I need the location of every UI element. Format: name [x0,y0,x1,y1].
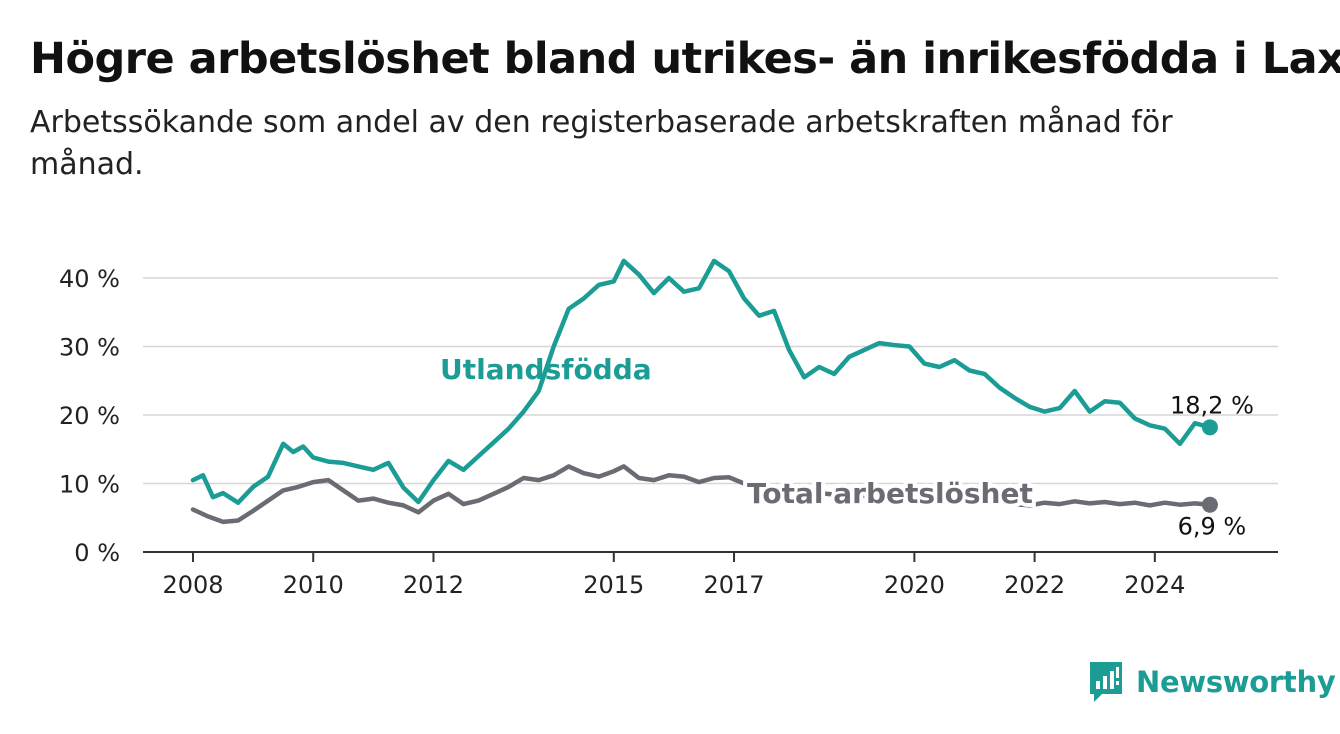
end-point-marker [1201,419,1218,436]
series-line-total [190,464,1213,525]
y-tick-label: 0 % [74,539,120,567]
chart-subtitle: Arbetssökande som andel av den registerb… [30,105,1173,182]
grid-lines [143,277,1278,485]
x-tick-label: 2020 [884,571,945,599]
x-tick-label: 2017 [703,571,764,599]
newsworthy-logo: Newsworthy [1088,660,1336,704]
series-lines [190,258,1218,525]
series-labels: 18,2 % 6,9 % Utlandsfödda Total arbetslöshe… [440,353,1254,541]
x-tick-label: 2008 [162,571,223,599]
series-line-utlandsfodda [190,258,1213,505]
y-tick-label: 20 % [59,402,120,430]
newsworthy-logo-icon [1090,662,1122,702]
x-tick-label: 2024 [1124,571,1185,599]
series-name-label: Total arbetslöshet [747,477,1033,510]
y-tick-label: 30 % [59,334,120,362]
end-point-marker [1201,496,1218,513]
y-tick-label: 10 % [59,471,120,499]
end-value-label: 18,2 % [1170,391,1254,419]
x-tick-label: 2010 [283,571,344,599]
series-name-label: Utlandsfödda [440,353,652,386]
x-tick-label: 2022 [1004,571,1065,599]
x-axis: 2008 2010 2012 2015 2017 2020 2022 2024 [143,551,1278,599]
x-tick-label: 2015 [583,571,644,599]
x-tick-label: 2012 [403,571,464,599]
end-value-label: 6,9 % [1178,513,1247,541]
y-tick-label: 40 % [59,265,120,293]
chart-title: Högre arbetslöshet bland utrikes- än inr… [30,34,1340,84]
brand-name: Newsworthy [1136,665,1336,699]
y-axis-tick-labels: 0 % 10 % 20 % 30 % 40 % [59,265,120,567]
